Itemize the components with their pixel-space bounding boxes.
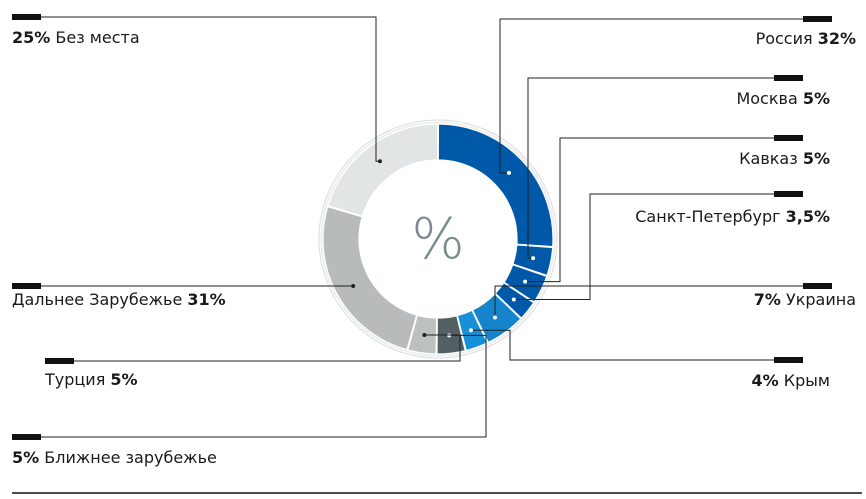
- leader-dot-8: [351, 284, 356, 289]
- leader-line-1: [527, 77, 803, 259]
- label-marker-1: [774, 75, 803, 81]
- leader-line-6: [12, 334, 487, 438]
- segment-label-1: Москва 5%: [736, 89, 830, 108]
- segment-name-3: Санкт-Петербург: [635, 207, 785, 226]
- segment-8: [322, 205, 418, 351]
- segment-label-0: Россия 32%: [756, 29, 856, 48]
- label-marker-4: [803, 283, 832, 289]
- segment-label-5: 4% Крым: [752, 371, 830, 390]
- leader-line-2: [525, 137, 803, 283]
- segment-9: [327, 123, 439, 217]
- outer-ring: [318, 119, 558, 359]
- segment-0: [437, 123, 554, 248]
- segment-value-3: 3,5%: [786, 207, 830, 226]
- label-marker-2: [774, 135, 803, 141]
- segment-label-7: Турция 5%: [44, 370, 138, 389]
- label-marker-9: [12, 14, 41, 20]
- leader-dot-5: [468, 328, 473, 333]
- segment-name-5: Крым: [779, 371, 830, 390]
- segment-name-8: Дальнее Зарубежье: [12, 290, 187, 309]
- label-marker-0: [803, 16, 832, 22]
- leader-line-7: [45, 334, 461, 362]
- leader-dot-0: [506, 170, 511, 175]
- segment-value-5: 4%: [752, 371, 779, 390]
- center-label: %: [411, 207, 464, 272]
- segment-label-6: 5% Ближнее зарубежье: [12, 448, 217, 467]
- leader-line-0: [499, 18, 832, 174]
- label-marker-3: [774, 191, 803, 197]
- segment-label-9: 25% Без места: [12, 28, 140, 47]
- segment-value-6: 5%: [12, 448, 39, 467]
- segment-label-8: Дальнее Зарубежье 31%: [12, 290, 226, 309]
- segment-value-9: 25%: [12, 28, 50, 47]
- leader-dot-3: [511, 297, 516, 302]
- segment-value-8: 31%: [187, 290, 225, 309]
- segment-value-2: 5%: [803, 149, 830, 168]
- leader-dot-2: [523, 279, 528, 284]
- segment-name-2: Кавказ: [739, 149, 803, 168]
- segment-value-0: 32%: [818, 29, 856, 48]
- segment-label-2: Кавказ 5%: [739, 149, 830, 168]
- leader-dot-4: [493, 315, 498, 320]
- segment-7: [407, 314, 438, 355]
- label-marker-6: [12, 434, 41, 440]
- leader-dot-9: [377, 159, 382, 164]
- segment-name-6: Ближнее зарубежье: [39, 448, 217, 467]
- leader-line-5: [470, 329, 803, 361]
- segment-name-4: Украина: [781, 290, 856, 309]
- segment-label-3: Санкт-Петербург 3,5%: [635, 207, 830, 226]
- outer-ring-inner: [320, 121, 556, 357]
- label-marker-5: [774, 357, 803, 363]
- segment-name-0: Россия: [756, 29, 818, 48]
- leader-dot-1: [531, 256, 536, 261]
- segment-name-7: Турция: [44, 370, 110, 389]
- segment-1: [512, 244, 554, 277]
- label-marker-7: [45, 358, 74, 364]
- leader-line-3: [513, 193, 803, 300]
- segment-name-1: Москва: [736, 89, 802, 108]
- segment-label-4: 7% Украина: [754, 290, 856, 309]
- segment-value-4: 7%: [754, 290, 781, 309]
- segment-name-9: Без места: [50, 28, 139, 47]
- leader-line-4: [494, 285, 832, 318]
- label-marker-8: [12, 283, 41, 289]
- leader-dot-7: [422, 333, 427, 338]
- segment-value-7: 5%: [110, 370, 137, 389]
- segment-value-1: 5%: [803, 89, 830, 108]
